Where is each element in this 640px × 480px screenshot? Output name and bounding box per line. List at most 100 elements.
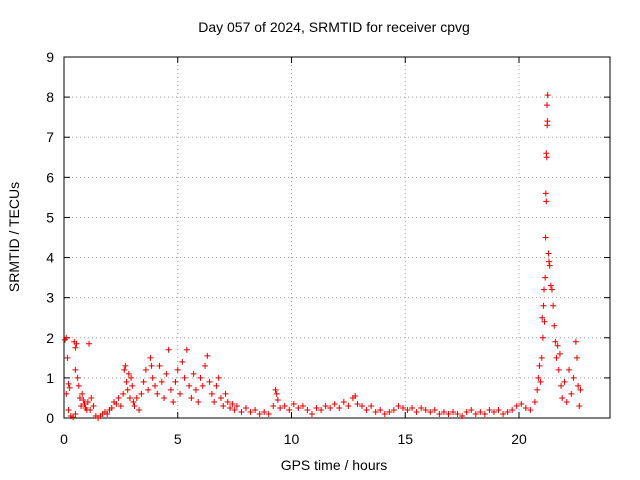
data-point (120, 390, 127, 397)
data-point (577, 386, 584, 393)
data-point (172, 378, 179, 385)
data-point (154, 390, 161, 397)
data-point (73, 340, 80, 347)
data-point (224, 398, 231, 405)
data-point (161, 394, 168, 401)
data-point (544, 118, 551, 125)
chart-title: Day 057 of 2024, SRMTID for receiver cpv… (198, 19, 470, 35)
data-point (554, 342, 561, 349)
data-point (561, 378, 568, 385)
data-point (399, 404, 406, 411)
data-point (566, 366, 573, 373)
data-point (123, 378, 130, 385)
data-point (327, 404, 334, 411)
data-point (72, 344, 79, 351)
data-point (372, 408, 379, 415)
data-point (122, 362, 129, 369)
data-point (422, 406, 429, 413)
data-point (63, 334, 70, 341)
data-point (548, 286, 555, 293)
x-tick-label: 5 (174, 431, 182, 447)
data-point (72, 410, 79, 417)
data-point (381, 410, 388, 417)
data-point (121, 366, 128, 373)
data-point (299, 402, 306, 409)
data-point (559, 394, 566, 401)
data-point (227, 404, 234, 411)
data-point (277, 404, 284, 411)
data-point (181, 374, 188, 381)
data-point (84, 398, 91, 405)
y-tick-label: 4 (46, 250, 54, 266)
data-point (575, 382, 582, 389)
data-point (463, 408, 470, 415)
data-point (359, 402, 366, 409)
data-point (500, 410, 507, 417)
data-point (72, 366, 79, 373)
data-point (138, 390, 145, 397)
data-point (108, 404, 115, 411)
x-tick-label: 0 (60, 431, 68, 447)
data-point (286, 406, 293, 413)
data-point (136, 406, 143, 413)
x-tick-label: 10 (284, 431, 300, 447)
data-point (543, 150, 550, 157)
data-point (115, 394, 122, 401)
data-point (352, 392, 359, 399)
y-tick-label: 5 (46, 209, 54, 225)
data-point (231, 406, 238, 413)
data-point (331, 400, 338, 407)
data-point (126, 394, 133, 401)
data-point (252, 406, 259, 413)
data-point (273, 390, 280, 397)
data-point (550, 302, 557, 309)
data-point (542, 234, 549, 241)
data-point (129, 382, 136, 389)
data-point (440, 408, 447, 415)
data-point (197, 374, 204, 381)
data-point (541, 318, 548, 325)
x-tick-label: 15 (397, 431, 413, 447)
y-tick-label: 3 (46, 290, 54, 306)
data-point (265, 410, 272, 417)
data-point (518, 400, 525, 407)
data-point (552, 338, 559, 345)
data-point (220, 402, 227, 409)
y-tick-label: 8 (46, 89, 54, 105)
data-point (290, 400, 297, 407)
data-point (274, 396, 281, 403)
data-point (215, 374, 222, 381)
data-point (509, 406, 516, 413)
data-point (495, 406, 502, 413)
data-point (295, 404, 302, 411)
data-point (156, 362, 163, 369)
data-point (409, 404, 416, 411)
grid (64, 57, 610, 418)
data-point (354, 400, 361, 407)
data-point (318, 406, 325, 413)
data-point (113, 400, 120, 407)
data-point (229, 400, 236, 407)
data-point (345, 402, 352, 409)
data-point (568, 390, 575, 397)
data-point (272, 386, 279, 393)
data-point (233, 402, 240, 409)
data-point (535, 374, 542, 381)
data-point (65, 380, 72, 387)
data-point (537, 378, 544, 385)
data-point (572, 338, 579, 345)
data-point (574, 354, 581, 361)
data-point (546, 262, 553, 269)
data-point (179, 358, 186, 365)
y-tick-label: 2 (46, 330, 54, 346)
data-point (542, 274, 549, 281)
data-point (88, 394, 95, 401)
data-point (547, 282, 554, 289)
data-point (368, 402, 375, 409)
data-point (445, 410, 452, 417)
ticks: 0 5 10 15 20 0 1 2 3 4 5 6 7 8 9 (46, 49, 610, 447)
data-point (522, 404, 529, 411)
data-point (541, 286, 548, 293)
data-point (213, 382, 220, 389)
